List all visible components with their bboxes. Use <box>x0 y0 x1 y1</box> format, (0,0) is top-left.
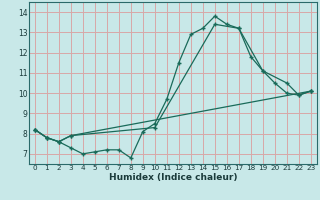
X-axis label: Humidex (Indice chaleur): Humidex (Indice chaleur) <box>108 173 237 182</box>
